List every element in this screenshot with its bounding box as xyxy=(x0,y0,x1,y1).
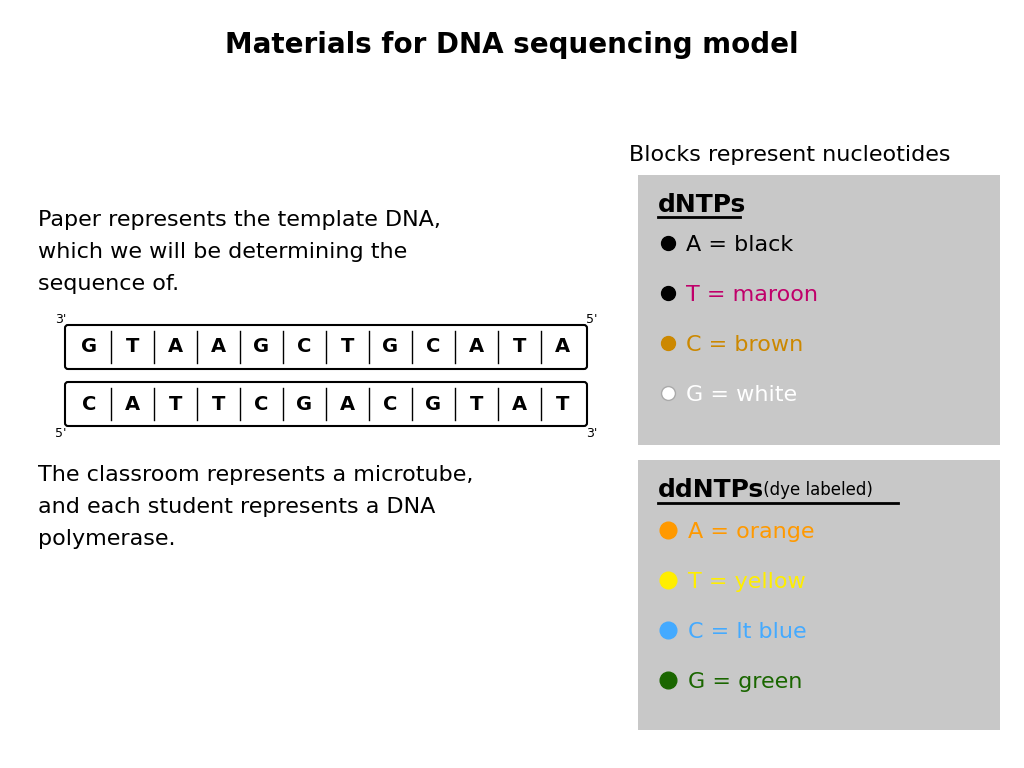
Text: G: G xyxy=(82,337,97,356)
Text: T: T xyxy=(513,337,526,356)
Text: A: A xyxy=(555,337,570,356)
Text: T: T xyxy=(470,395,483,413)
Text: C: C xyxy=(297,337,311,356)
Text: T: T xyxy=(212,395,225,413)
Text: A = black: A = black xyxy=(686,235,794,255)
Text: T: T xyxy=(341,337,354,356)
Text: 5': 5' xyxy=(54,427,66,440)
Text: T: T xyxy=(556,395,569,413)
Text: 3': 3' xyxy=(586,427,597,440)
Text: The classroom represents a microtube,: The classroom represents a microtube, xyxy=(38,465,473,485)
Text: G: G xyxy=(425,395,441,413)
Text: G = white: G = white xyxy=(686,385,797,405)
Text: C: C xyxy=(426,337,440,356)
Text: A = orange: A = orange xyxy=(688,522,814,542)
Text: T: T xyxy=(126,337,139,356)
Text: (dye labeled): (dye labeled) xyxy=(758,481,872,499)
FancyBboxPatch shape xyxy=(65,325,587,369)
Text: A: A xyxy=(211,337,226,356)
Text: G = green: G = green xyxy=(688,672,803,692)
Text: 3': 3' xyxy=(54,313,66,326)
FancyBboxPatch shape xyxy=(638,460,1000,730)
FancyBboxPatch shape xyxy=(65,382,587,426)
Text: polymerase.: polymerase. xyxy=(38,529,175,549)
Text: sequence of.: sequence of. xyxy=(38,274,179,294)
Text: C: C xyxy=(254,395,268,413)
Text: T: T xyxy=(169,395,182,413)
Text: ddNTPs: ddNTPs xyxy=(658,478,764,502)
Text: C: C xyxy=(383,395,397,413)
Text: A: A xyxy=(125,395,140,413)
Text: G: G xyxy=(382,337,398,356)
Text: A: A xyxy=(168,337,183,356)
Text: A: A xyxy=(512,395,527,413)
Text: Blocks represent nucleotides: Blocks represent nucleotides xyxy=(630,145,950,165)
Text: G: G xyxy=(296,395,312,413)
Text: which we will be determining the: which we will be determining the xyxy=(38,242,408,262)
Text: A: A xyxy=(340,395,355,413)
Text: Paper represents the template DNA,: Paper represents the template DNA, xyxy=(38,210,441,230)
Text: C = lt blue: C = lt blue xyxy=(688,622,807,642)
Text: dNTPs: dNTPs xyxy=(658,193,746,217)
Text: T = yellow: T = yellow xyxy=(688,572,806,592)
Text: Materials for DNA sequencing model: Materials for DNA sequencing model xyxy=(225,31,799,59)
FancyBboxPatch shape xyxy=(638,175,1000,445)
Text: and each student represents a DNA: and each student represents a DNA xyxy=(38,497,435,517)
Text: 5': 5' xyxy=(586,313,597,326)
Text: G: G xyxy=(253,337,269,356)
Text: C = brown: C = brown xyxy=(686,335,803,355)
Text: C: C xyxy=(82,395,96,413)
Text: T = maroon: T = maroon xyxy=(686,285,818,305)
Text: A: A xyxy=(469,337,484,356)
